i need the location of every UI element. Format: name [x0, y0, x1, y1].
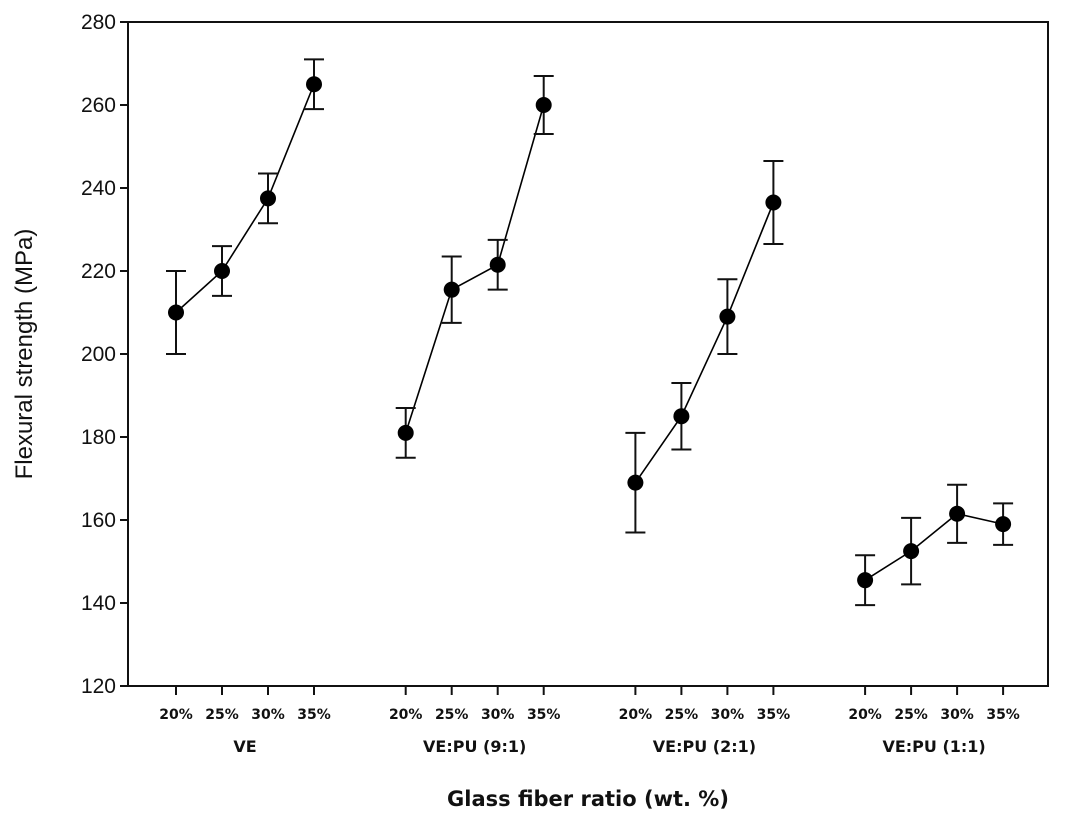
data-point	[535, 97, 552, 113]
x-tick-label: 25%	[894, 707, 928, 723]
x-tick-label: 25%	[435, 707, 469, 723]
data-point	[214, 263, 230, 279]
data-point	[168, 304, 184, 321]
data-point	[949, 505, 966, 522]
plot-frame	[127, 21, 1049, 687]
y-tick-label: 280	[81, 11, 116, 34]
x-tick-label: 20%	[389, 707, 423, 723]
y-tick-label: 220	[81, 260, 116, 283]
x-tick-label: 35%	[297, 707, 331, 723]
data-point	[306, 76, 322, 93]
x-tick-label: 20%	[848, 707, 882, 723]
x-tick-label: 30%	[481, 707, 515, 723]
x-tick-label: 30%	[711, 707, 745, 723]
x-tick-label: 30%	[251, 707, 285, 723]
y-tick-label: 200	[81, 343, 116, 366]
data-point	[489, 256, 506, 273]
x-axis-label: Glass fiber ratio (wt. %)	[447, 787, 729, 811]
data-point	[995, 516, 1012, 533]
series-line	[175, 83, 315, 314]
y-tick-label: 180	[81, 426, 116, 449]
y-axis-ticks: 120 140 160 180 200 220 240 260 280	[81, 11, 128, 698]
x-tick-label: 35%	[757, 707, 791, 723]
data-point	[857, 572, 874, 589]
series-line	[404, 104, 545, 434]
data-series	[166, 58, 1014, 607]
x-tick-label: 35%	[527, 707, 561, 723]
group-label: VE:PU (1:1)	[882, 737, 985, 756]
x-tick-label: 30%	[940, 707, 974, 723]
x-tick-label: 20%	[159, 707, 193, 723]
data-point	[673, 408, 690, 425]
y-tick-label: 120	[81, 675, 116, 698]
data-point	[260, 190, 276, 207]
x-tick-label: 25%	[665, 707, 699, 723]
x-tick-label: 35%	[986, 707, 1020, 723]
y-axis-label: Flexural strength (MPa)	[11, 229, 38, 480]
group-label: VE:PU (2:1)	[653, 737, 756, 756]
series-line	[864, 512, 1004, 581]
y-tick-label: 140	[81, 592, 116, 615]
group-label: VE	[233, 737, 256, 756]
x-tick-label: 20%	[619, 707, 653, 723]
data-point	[443, 281, 460, 298]
y-tick-label: 160	[81, 509, 116, 532]
data-point	[903, 543, 920, 560]
y-tick-label: 240	[81, 177, 116, 200]
data-point	[397, 424, 414, 441]
data-point	[719, 308, 736, 325]
y-tick-label: 260	[81, 94, 116, 117]
series-line	[634, 202, 775, 484]
data-point	[765, 194, 782, 211]
group-label: VE:PU (9:1)	[423, 737, 526, 756]
x-tick-label: 25%	[205, 707, 239, 723]
data-point	[627, 474, 644, 491]
